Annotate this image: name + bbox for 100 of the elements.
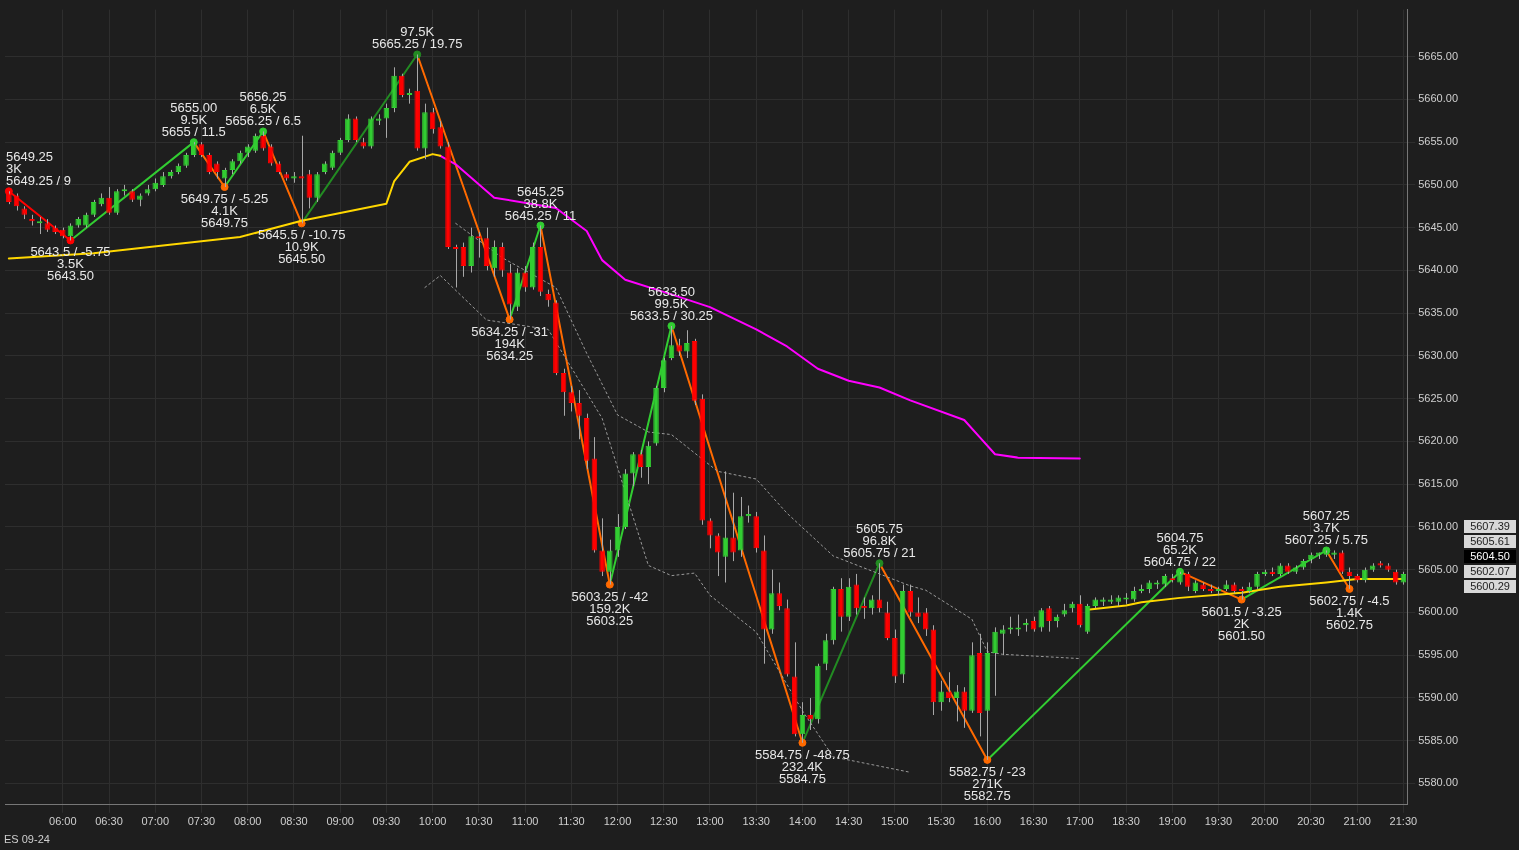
point	[220, 183, 229, 192]
x-tick-label: 20:00	[1250, 815, 1279, 828]
y-tick-label: 5600.00	[1418, 605, 1458, 618]
y-tick-label: 5610.00	[1418, 519, 1458, 532]
y-tick-label: 5645.00	[1418, 220, 1458, 233]
candlestick	[576, 389, 582, 440]
candlestick	[206, 152, 212, 175]
x-tick-label: 14:30	[834, 815, 863, 828]
y-tick-label: 5630.00	[1418, 348, 1458, 361]
x-tick-label: 09:00	[326, 815, 354, 828]
x-tick-label: 21:30	[1389, 815, 1418, 828]
y-tick-label: 5595.00	[1418, 648, 1458, 661]
candlestick	[522, 265, 528, 293]
candlestick	[345, 113, 351, 143]
x-tick-label: 13:30	[742, 815, 770, 828]
y-tick-label: 5605.00	[1418, 562, 1458, 575]
y-tick-label: 5655.00	[1418, 135, 1458, 148]
point	[66, 236, 75, 245]
y-tick-label: 5585.00	[1418, 733, 1458, 746]
x-tick-label: 12:30	[649, 815, 678, 828]
x-tick-label: 15:00	[881, 815, 909, 828]
x-tick-label: 10:00	[418, 815, 447, 828]
y-tick-label: 5635.00	[1418, 306, 1458, 319]
data-label: 5604.75 65.2K 5604.75 / 22	[1143, 529, 1217, 569]
candlestick	[1015, 614, 1021, 637]
y-tick-label: 5620.00	[1418, 434, 1458, 447]
point	[536, 221, 545, 230]
data-label: 5582.75 / -23 271K 5582.75	[949, 763, 1026, 803]
x-tick-label: 07:00	[141, 815, 170, 828]
point	[667, 321, 676, 330]
x-tick-label: 08:00	[233, 815, 262, 828]
candlestick	[268, 143, 274, 167]
candlestick	[599, 517, 605, 577]
candlestick	[961, 686, 967, 729]
x-tick-label: 06:00	[49, 815, 77, 828]
x-tick-label: 13:00	[696, 815, 724, 828]
data-label: 5605.75 96.8K 5605.75 / 21	[843, 521, 916, 561]
candlestick	[499, 242, 505, 278]
y-tick-label: 5665.00	[1418, 49, 1458, 62]
x-tick-label: 10:30	[465, 815, 493, 828]
candlestick	[314, 171, 320, 203]
text: 5607.39	[1470, 519, 1510, 532]
y-tick-label: 5590.00	[1418, 690, 1458, 703]
x-tick-label: 15:30	[927, 815, 955, 828]
candlestick	[938, 680, 944, 712]
candlestick	[884, 601, 890, 641]
data-label: 5656.25 6.5K 5656.25 / 6.5	[225, 89, 302, 129]
x-tick-label: 12:00	[603, 815, 632, 828]
y-tick-label: 5625.00	[1418, 391, 1458, 404]
x-tick-label: 19:30	[1204, 815, 1233, 828]
y-tick-label: 5580.00	[1418, 776, 1458, 789]
x-tick-label: 16:30	[1019, 815, 1048, 828]
y-tick-label: 5640.00	[1418, 263, 1458, 276]
point	[1322, 546, 1331, 555]
candlestick	[868, 594, 875, 616]
data-label: 5603.25 / -42 159.2K 5603.25	[571, 588, 649, 628]
candlestick	[1046, 605, 1052, 633]
x-tick-label: 20:30	[1297, 815, 1325, 828]
text: 5600.29	[1470, 579, 1510, 592]
candlestick	[999, 624, 1006, 656]
x-tick-label: 08:30	[280, 815, 308, 828]
x-tick-label: 18:30	[1112, 815, 1140, 828]
x-tick-label: 11:00	[511, 815, 539, 828]
x-tick-label: 16:00	[973, 815, 1002, 828]
candlestick	[992, 626, 998, 697]
candlestick	[1338, 549, 1345, 575]
data-label: 5655.00 9.5K 5655 / 11.5	[161, 100, 226, 140]
y-tick-label: 5615.00	[1418, 477, 1458, 490]
x-tick-label: 06:30	[95, 815, 123, 828]
data-label: 5607.25 3.7K 5607.25 / 5.75	[1284, 508, 1368, 548]
candlestick	[399, 73, 405, 98]
data-label: 97.5K 5665.25 / 19.75	[372, 24, 463, 52]
candlestick	[491, 239, 498, 278]
x-tick-label: 11:30	[557, 815, 585, 828]
candlestick	[730, 492, 736, 562]
candlestick	[106, 186, 112, 216]
candlestick	[260, 130, 266, 152]
text: 5605.61	[1470, 534, 1510, 547]
candlestick	[1077, 594, 1083, 628]
data-label: 5584.75 / -48.75 232.4K 5584.75	[755, 746, 850, 786]
y-tick-label: 5660.00	[1418, 92, 1458, 105]
text: ES 09-24	[4, 833, 50, 846]
text: 5602.07	[1470, 564, 1510, 577]
x-tick-label: 21:00	[1343, 815, 1371, 828]
data-label: 5649.25 3K 5649.25 / 9	[6, 149, 72, 189]
candlestick	[684, 329, 690, 359]
candlestick	[707, 517, 713, 549]
x-tick-label: 07:30	[187, 815, 216, 828]
x-tick-label: 14:00	[788, 815, 817, 828]
y-tick-label: 5650.00	[1418, 177, 1458, 190]
data-label: 5634.25 / -31 194K 5634.25	[471, 323, 548, 363]
x-tick-label: 19:00	[1158, 815, 1187, 828]
line-series	[455, 222, 1081, 660]
data-label: 5601.5 / -3.25 2K 5601.50	[1201, 603, 1282, 643]
candlestick	[915, 596, 921, 624]
x-tick-label: 17:00	[1066, 815, 1094, 828]
x-tick-label: 09:30	[372, 815, 401, 828]
candlestick	[630, 451, 636, 487]
candlestick	[807, 697, 813, 731]
candlestick	[1038, 607, 1045, 633]
